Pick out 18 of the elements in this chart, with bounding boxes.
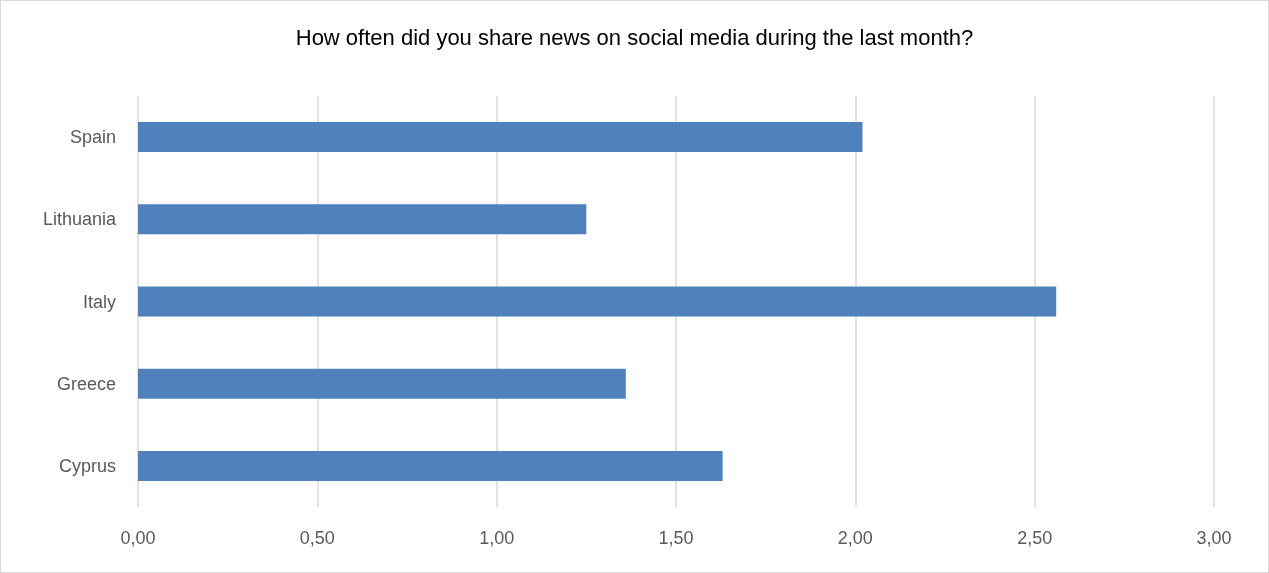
y-tick-label: Italy — [82, 291, 116, 312]
chart-title: How often did you share news on social media during the last month? — [295, 24, 974, 50]
x-tick-label: 1,00 — [479, 528, 515, 548]
x-tick-label: 0,50 — [299, 528, 335, 548]
x-tick-label: 2,50 — [1017, 528, 1053, 548]
bar — [138, 450, 723, 481]
y-tick-label: Greece — [56, 373, 116, 394]
bar — [138, 368, 626, 399]
x-tick-label: 2,00 — [837, 528, 873, 548]
x-tick-label: 3,00 — [1196, 528, 1232, 548]
y-tick-label: Cyprus — [58, 455, 116, 476]
y-tick-label: Spain — [69, 127, 116, 148]
x-tick-label: 1,50 — [658, 528, 694, 548]
bar — [138, 204, 587, 235]
bar — [138, 286, 1057, 317]
y-tick-label: Lithuania — [42, 209, 117, 230]
x-tick-label: 0,00 — [120, 528, 156, 548]
bar — [138, 122, 863, 153]
